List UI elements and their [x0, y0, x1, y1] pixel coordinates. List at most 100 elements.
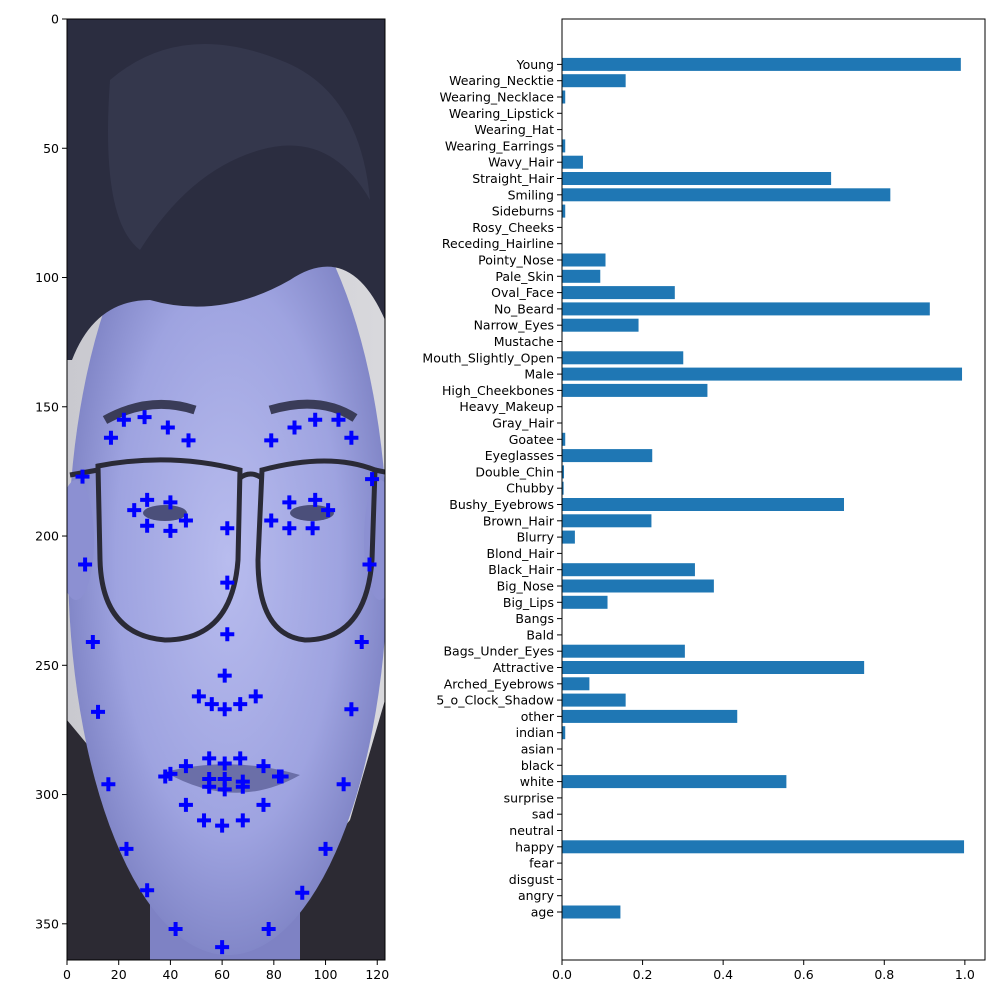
landmark-point: [163, 766, 178, 781]
landmark-point: [215, 818, 230, 833]
bar-Narrow_Eyes: [562, 318, 639, 332]
bar-Sideburns: [562, 204, 566, 218]
landmark-point: [287, 420, 302, 435]
bar-High_Cheekbones: [562, 383, 708, 397]
landmark-point: [272, 769, 286, 784]
y-tick-label: 250: [35, 658, 59, 673]
landmark-point: [295, 885, 310, 900]
bar-Wearing_Earrings: [562, 139, 566, 153]
landmark-point: [220, 521, 235, 536]
category-label: Male: [524, 367, 554, 382]
landmark-point: [217, 668, 232, 683]
bar-Wearing_Necklace: [562, 90, 566, 104]
landmark-point: [282, 495, 297, 510]
category-label: Bushy_Eyebrows: [449, 497, 554, 512]
x-tick-label: 120: [365, 967, 389, 982]
category-label: age: [531, 905, 555, 920]
bar-Straight_Hair: [562, 172, 832, 185]
category-label: Arched_Eyebrows: [444, 676, 554, 691]
landmark-point: [261, 921, 276, 936]
category-label: Double_Chin: [475, 464, 554, 479]
landmark-point: [160, 420, 175, 435]
landmark-point: [308, 412, 323, 427]
landmark-point: [220, 627, 235, 642]
landmark-point: [75, 469, 90, 484]
y-tick-label: 50: [43, 141, 59, 156]
bar-Wavy_Hair: [562, 155, 583, 169]
bar-No_Beard: [562, 302, 930, 316]
landmark-point: [248, 689, 263, 704]
category-label: asian: [521, 742, 554, 757]
category-label: Sideburns: [492, 204, 554, 219]
landmark-point: [235, 813, 250, 828]
category-label: Attractive: [493, 660, 555, 675]
bar-5_o_Clock_Shadow: [562, 693, 626, 707]
y-tick-label: 350: [35, 916, 59, 931]
category-label: No_Beard: [494, 301, 554, 316]
landmark-point: [127, 503, 142, 518]
category-label: Wavy_Hair: [488, 155, 555, 170]
landmark-point: [233, 697, 248, 712]
landmark-point: [321, 503, 336, 518]
landmark-point: [91, 704, 106, 719]
category-label: Wearing_Hat: [474, 122, 554, 137]
category-label: sad: [532, 807, 554, 822]
landmark-point: [264, 513, 279, 528]
x-tick-label: 0.6: [794, 967, 814, 982]
category-label: disgust: [509, 872, 554, 887]
category-label: Chubby: [506, 481, 554, 496]
category-label: Brown_Hair: [483, 513, 555, 528]
bar-Eyeglasses: [562, 449, 653, 463]
landmark-point: [178, 759, 193, 774]
landmark-point: [217, 782, 232, 797]
landmark-point: [305, 521, 320, 536]
x-tick-label: 20: [111, 967, 127, 982]
category-label: Mouth_Slightly_Open: [422, 350, 554, 365]
bar-white: [562, 775, 787, 789]
landmark-points: [75, 410, 380, 955]
category-label: fear: [529, 856, 555, 871]
category-label: Young: [516, 57, 554, 72]
landmark-point: [204, 697, 219, 712]
bar-Blurry: [562, 530, 575, 544]
landmark-point: [163, 495, 178, 510]
landmark-point: [202, 751, 217, 766]
bar-Wearing_Necktie: [562, 74, 626, 88]
x-tick-label: 0.8: [874, 967, 894, 982]
x-tick-label: 60: [214, 967, 230, 982]
x-tick-label: 0.0: [552, 967, 572, 982]
y-tick-label: 200: [35, 529, 59, 544]
landmark-point: [116, 412, 131, 427]
x-tick-label: 100: [314, 967, 338, 982]
landmark-point: [331, 412, 346, 427]
bar-Male: [562, 367, 963, 381]
bar-age: [562, 905, 621, 919]
landmark-point: [362, 557, 377, 572]
landmark-point: [140, 518, 155, 533]
category-label: Pointy_Nose: [478, 253, 554, 268]
face-photo: [67, 19, 385, 960]
category-label: Blurry: [517, 530, 555, 545]
bar-Bushy_Eyebrows: [562, 498, 844, 511]
x-tick-label: 40: [162, 967, 178, 982]
right-axes-frame: [561, 18, 986, 961]
bar-indian: [562, 726, 566, 740]
bar-Young: [562, 57, 961, 71]
landmark-point: [103, 430, 118, 445]
landmark-point: [178, 513, 193, 528]
category-label: Gray_Hair: [492, 416, 555, 431]
bar-other: [562, 709, 738, 723]
landmark-point: [344, 430, 359, 445]
bar-Double_Chin: [562, 465, 565, 479]
category-label: happy: [515, 839, 554, 854]
category-label: Narrow_Eyes: [474, 318, 554, 333]
left-axes-frame: [66, 18, 386, 961]
landmark-point: [181, 433, 196, 448]
y-tick-label: 0: [51, 12, 59, 27]
bar-Black_Hair: [562, 563, 695, 577]
y-tick-label: 100: [35, 270, 59, 285]
landmark-point: [140, 883, 155, 898]
landmark-point: [256, 797, 271, 812]
category-label: Big_Nose: [497, 579, 555, 594]
